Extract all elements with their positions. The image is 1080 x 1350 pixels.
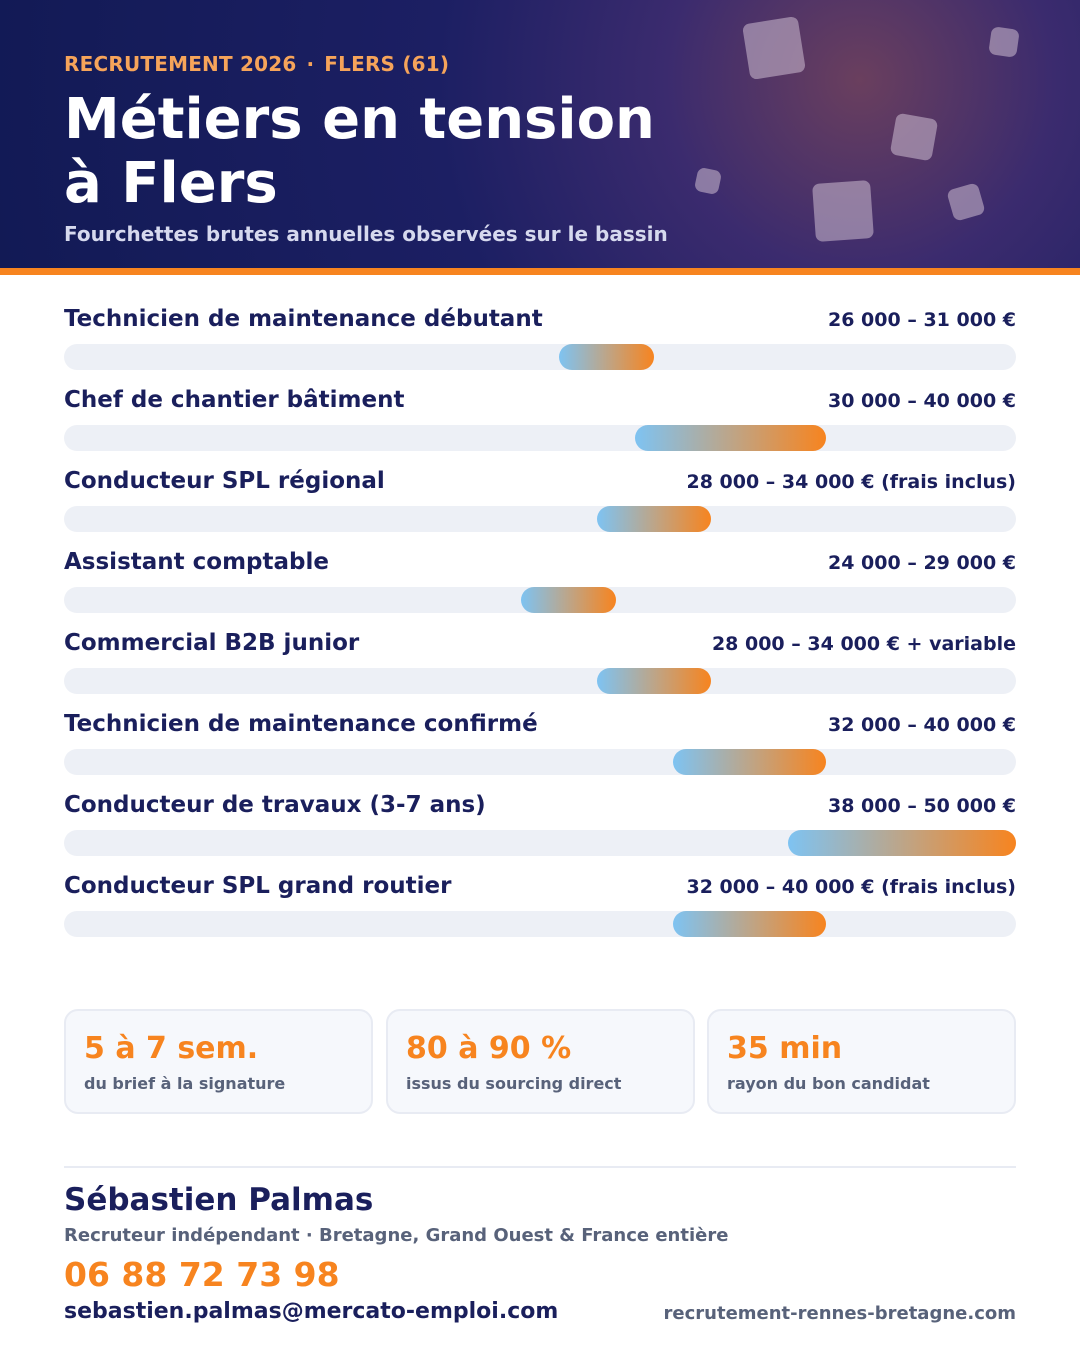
salary-range-label: 38 000 – 50 000 € [828, 795, 1016, 817]
chart-row: Assistant comptable 24 000 – 29 000 € [64, 549, 1016, 630]
stats-row: 5 à 7 sem. du brief à la signature 80 à … [64, 1009, 1016, 1114]
range-track [64, 506, 1016, 532]
range-bar [520, 587, 617, 613]
range-track [64, 830, 1016, 856]
stat-value: 5 à 7 sem. [84, 1031, 259, 1066]
title-line-2: à Flers [64, 151, 278, 216]
title-line-1: Métiers en tension [64, 87, 655, 152]
range-track [64, 911, 1016, 937]
salary-range-label: 32 000 – 40 000 € [828, 714, 1016, 736]
chart-row: Conducteur SPL régional 28 000 – 34 000 €… [64, 468, 1016, 549]
range-bar [597, 668, 712, 694]
range-bar [673, 749, 826, 775]
contact-phone[interactable]: 06 88 72 73 98 [64, 1255, 340, 1294]
salary-range-label: 26 000 – 31 000 € [828, 309, 1016, 331]
contact-email[interactable]: sebastien.palmas@mercato-emploi.com [64, 1299, 559, 1324]
stat-label: du brief à la signature [84, 1074, 286, 1093]
kicker-year: RECRUTEMENT 2026 [64, 52, 297, 76]
contact-website[interactable]: recrutement-rennes-bretagne.com [663, 1303, 1016, 1324]
decorative-square [988, 26, 1020, 58]
range-track [64, 668, 1016, 694]
range-track [64, 344, 1016, 370]
stat-label: rayon du bon candidat [727, 1074, 930, 1093]
salary-range-label: 32 000 – 40 000 € (frais inclus) [686, 876, 1016, 898]
job-title-label: Technicien de maintenance confirmé [64, 711, 538, 737]
page-subtitle: Fourchettes brutes annuelles observées s… [64, 222, 668, 246]
decorative-square [812, 180, 874, 242]
chart-row: Conducteur SPL grand routier 32 000 – 40 … [64, 873, 1016, 954]
header-accent-stripe [0, 268, 1080, 275]
salary-range-chart: Technicien de maintenance débutant 26 000… [64, 306, 1016, 954]
chart-row: Chef de chantier bâtiment 30 000 – 40 000… [64, 387, 1016, 468]
job-title-label: Assistant comptable [64, 549, 329, 575]
job-title-label: Commercial B2B junior [64, 630, 360, 656]
footer-divider [64, 1166, 1016, 1168]
range-bar [635, 425, 826, 451]
salary-range-label: 28 000 – 34 000 € + variable [711, 633, 1016, 655]
kicker-separator: · [306, 52, 315, 76]
stat-label: issus du sourcing direct [406, 1074, 622, 1093]
range-bar [559, 344, 655, 370]
job-title-label: Technicien de maintenance débutant [64, 306, 543, 332]
range-bar [787, 830, 1016, 856]
salary-range-label: 24 000 – 29 000 € [828, 552, 1016, 574]
range-track [64, 425, 1016, 451]
decorative-square [741, 15, 807, 81]
range-track [64, 749, 1016, 775]
range-track [64, 587, 1016, 613]
contact-name: Sébastien Palmas [64, 1182, 374, 1218]
decorative-square [889, 112, 939, 162]
decorative-square [946, 182, 986, 222]
stat-card-sourcing: 80 à 90 % issus du sourcing direct [386, 1009, 695, 1114]
job-title-label: Conducteur SPL régional [64, 468, 385, 494]
range-bar [673, 911, 826, 937]
stat-card-radius: 35 min rayon du bon candidat [707, 1009, 1016, 1114]
salary-range-label: 30 000 – 40 000 € [828, 390, 1016, 412]
range-bar [597, 506, 712, 532]
chart-row: Technicien de maintenance débutant 26 000… [64, 306, 1016, 387]
header-banner: RECRUTEMENT 2026 · FLERS (61) Métiers en t… [0, 0, 1080, 268]
stat-card-delay: 5 à 7 sem. du brief à la signature [64, 1009, 373, 1114]
chart-row: Commercial B2B junior 28 000 – 34 000 € +… [64, 630, 1016, 711]
salary-range-label: 28 000 – 34 000 € (frais inclus) [686, 471, 1016, 493]
page-title: Métiers en tension à Flers [64, 88, 704, 216]
chart-row: Technicien de maintenance confirmé 32 000… [64, 711, 1016, 792]
stat-value: 80 à 90 % [406, 1031, 572, 1066]
stat-value: 35 min [727, 1031, 843, 1066]
chart-row: Conducteur de travaux (3-7 ans) 38 000 – … [64, 792, 1016, 873]
job-title-label: Chef de chantier bâtiment [64, 387, 405, 413]
kicker-location: FLERS (61) [324, 52, 450, 76]
kicker: RECRUTEMENT 2026 · FLERS (61) [64, 52, 449, 76]
job-title-label: Conducteur de travaux (3-7 ans) [64, 792, 486, 818]
job-title-label: Conducteur SPL grand routier [64, 873, 452, 899]
contact-role: Recruteur indépendant · Bretagne, Grand … [64, 1225, 729, 1246]
